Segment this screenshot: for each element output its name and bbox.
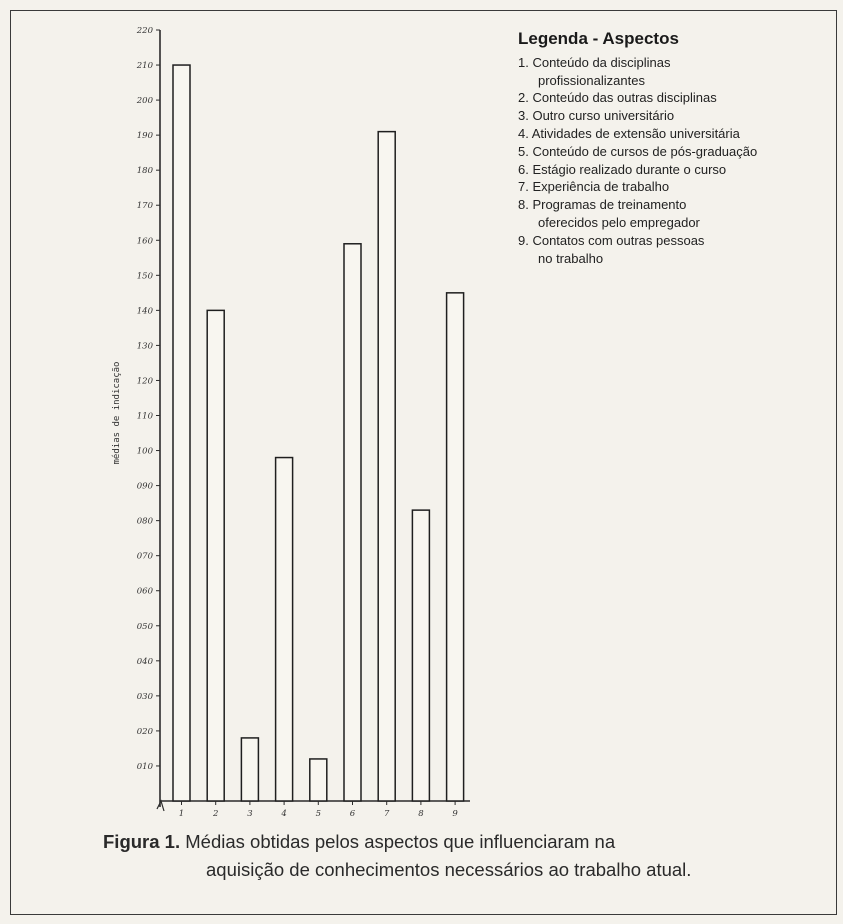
legend: Legenda - Aspectos 1. Conteúdo da discip… <box>518 30 838 267</box>
y-tick-label: 090 <box>137 482 154 492</box>
y-tick-label: 010 <box>137 762 154 772</box>
legend-title: Legenda - Aspectos <box>518 29 679 48</box>
y-tick-label: 080 <box>137 517 154 527</box>
y-tick-label: 060 <box>137 587 154 597</box>
legend-item-2: 2. Conteúdo das outras disciplinas <box>518 90 717 106</box>
y-tick-label: 120 <box>137 376 154 386</box>
caption-line2: aquisição de conhecimentos necessários a… <box>206 859 692 880</box>
x-tick-label: 6 <box>350 809 356 819</box>
legend-item-9: 9. Contatos com outras pessoas <box>518 232 705 248</box>
x-tick-label: 1 <box>179 809 184 819</box>
bar-6 <box>343 243 362 802</box>
legend-item-1: 1. Conteúdo da disciplinas <box>518 54 671 70</box>
x-tick-label: 3 <box>247 809 252 819</box>
x-tick-label: 4 <box>280 809 286 819</box>
x-tick-label: 8 <box>418 809 424 819</box>
y-tick-label: 020 <box>137 727 154 737</box>
bar-1 <box>172 64 191 802</box>
y-tick-label: 200 <box>136 96 154 106</box>
y-tick-label: 150 <box>137 271 154 281</box>
figure-caption: Figura 1. Médias obtidas pelos aspectos … <box>103 828 833 884</box>
legend-items: 1. Conteúdo da disciplinas profissionaliz… <box>518 54 838 268</box>
caption-label: Figura 1. <box>103 831 181 852</box>
x-tick-label: 2 <box>212 809 218 819</box>
bar-5 <box>309 758 328 802</box>
figure-frame <box>10 10 837 915</box>
y-tick-label: 050 <box>137 622 154 632</box>
y-tick-label: 100 <box>137 447 154 457</box>
legend-item-4: 4. Atividades de extensão universitária <box>518 125 740 141</box>
legend-item-3: 3. Outro curso universitário <box>518 108 675 124</box>
y-tick-label: 070 <box>137 552 154 562</box>
y-tick-label: 110 <box>137 412 154 422</box>
legend-item-8-cont: oferecidos pelo empregador <box>538 214 700 230</box>
caption-line1: Médias obtidas pelos aspectos que influe… <box>180 831 616 852</box>
x-tick-label: 9 <box>452 809 458 819</box>
y-tick-label: 160 <box>137 236 154 246</box>
legend-item-1-cont: profissionalizantes <box>538 72 645 88</box>
bar-8 <box>411 509 431 802</box>
y-tick-label: 130 <box>137 341 154 351</box>
y-tick-label: 210 <box>136 61 154 71</box>
y-tick-label: 220 <box>136 26 154 36</box>
x-tick-label: 7 <box>384 809 390 819</box>
legend-item-7: 7. Experiência de trabalho <box>518 179 670 195</box>
bar-2 <box>206 309 225 802</box>
legend-item-6: 6. Estágio realizado durante o curso <box>518 161 727 177</box>
legend-item-8: 8. Programas de treinamento <box>518 197 687 213</box>
x-tick-label: 5 <box>316 809 321 819</box>
y-tick-label: 170 <box>137 201 154 211</box>
bar-4 <box>274 456 294 802</box>
legend-item-5: 5. Conteúdo de cursos de pós-graduação <box>518 143 758 159</box>
y-axis-label: médias de indicação <box>112 361 122 465</box>
legend-item-9-cont: no trabalho <box>538 250 604 266</box>
y-tick-label: 180 <box>137 166 154 176</box>
bar-7 <box>377 130 396 802</box>
y-tick-label: 190 <box>137 131 154 141</box>
y-tick-label: 030 <box>137 692 154 702</box>
bar-9 <box>445 292 465 802</box>
y-tick-label: 040 <box>137 657 154 667</box>
bar-3 <box>240 737 260 802</box>
y-tick-label: 140 <box>137 306 154 316</box>
